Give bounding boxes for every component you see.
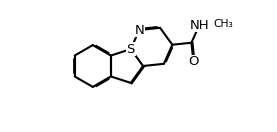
Text: S: S — [127, 43, 135, 56]
Text: O: O — [188, 55, 199, 68]
Text: CH₃: CH₃ — [214, 19, 233, 29]
Text: N: N — [134, 23, 144, 37]
Text: NH: NH — [189, 19, 209, 32]
